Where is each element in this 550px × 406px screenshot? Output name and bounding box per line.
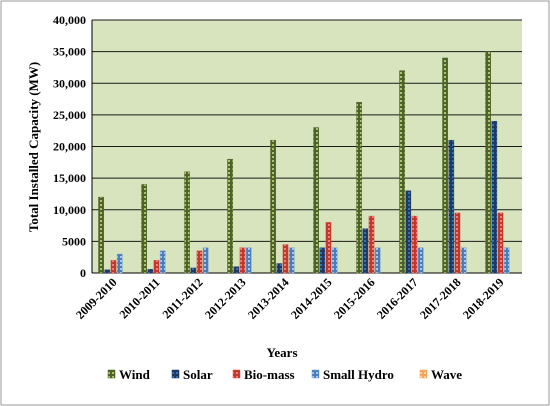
bar-wind (313, 127, 319, 274)
bar-wind (442, 57, 448, 274)
legend: Wind Solar Bio-mass Small Hydro Wave (107, 367, 462, 382)
y-tick-label: 30,000 (53, 76, 86, 90)
bar-small-hydro (374, 247, 381, 274)
bar-bio-mass (497, 212, 504, 274)
bar-bio-mass (196, 250, 203, 274)
bar-wind (227, 158, 233, 274)
legend-label: Small Hydro (323, 367, 394, 382)
y-tick-label: 35,000 (53, 45, 86, 59)
bar-small-hydro (503, 247, 510, 274)
y-tick-label: 5000 (62, 234, 86, 248)
legend-label: Solar (183, 367, 213, 382)
legend-label: Wave (431, 367, 462, 382)
legend-swatch (107, 369, 116, 379)
legend-swatch (232, 369, 241, 379)
legend-swatch (171, 369, 180, 379)
y-tick-label: 20,000 (53, 140, 86, 154)
bar-bio-mass (110, 260, 117, 274)
bar-solar (405, 190, 412, 274)
legend-label: Wind (119, 367, 151, 382)
y-axis-title: Total Installed Capacity (MW) (26, 62, 41, 232)
bar-wind (399, 70, 405, 274)
y-tick-label: 10,000 (53, 203, 86, 217)
bar-bio-mass (368, 215, 375, 274)
bar-bio-mass (454, 212, 461, 274)
y-tick-label: 15,000 (53, 171, 86, 185)
bar-wind (184, 171, 190, 274)
legend-label: Bio-mass (244, 367, 295, 382)
bar-wind (485, 51, 491, 274)
bar-wind (141, 184, 147, 274)
bar-small-hydro (331, 247, 338, 274)
bar-wind (356, 102, 362, 274)
bar-small-hydro (417, 247, 424, 274)
bar-solar (276, 263, 283, 274)
bar-small-hydro (116, 253, 123, 274)
legend-swatch (311, 369, 320, 379)
bar-small-hydro (288, 247, 295, 274)
bar-solar (362, 228, 369, 274)
bar-small-hydro (460, 247, 467, 274)
bar-wind (98, 196, 104, 274)
y-tick-label: 25,000 (53, 108, 86, 122)
bar-small-hydro (245, 247, 252, 274)
bar-bio-mass (239, 247, 246, 274)
bar-solar (319, 247, 326, 274)
bar-bio-mass (282, 244, 289, 274)
bar-bio-mass (153, 260, 160, 274)
bar-bio-mass (411, 215, 418, 274)
bar-solar (190, 267, 197, 274)
y-tick-label: 0 (80, 266, 86, 280)
bar-bio-mass (325, 222, 332, 274)
bars (98, 51, 510, 274)
bar-solar (104, 269, 111, 274)
bar-solar (233, 266, 240, 274)
legend-swatch (419, 369, 428, 379)
bar-solar (491, 120, 498, 274)
bar-solar (147, 269, 154, 274)
bar-small-hydro (159, 250, 166, 274)
y-axis-tick-labels: 0 5000 10,000 15,000 20,000 25,000 30,000 35,00… (53, 13, 86, 280)
x-axis-title: Years (266, 345, 297, 360)
bar-wind (270, 139, 276, 274)
bar-solar (448, 139, 455, 274)
bar-small-hydro (202, 247, 209, 274)
y-tick-label: 40,000 (53, 13, 86, 27)
